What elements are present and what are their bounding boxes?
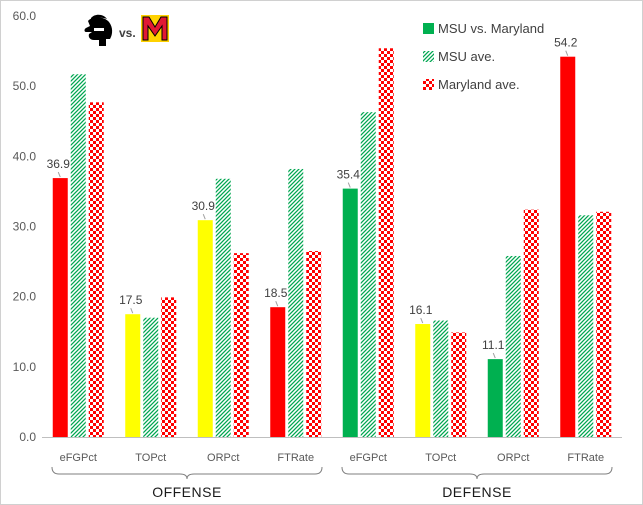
legend-label: MSU vs. Maryland	[438, 21, 544, 36]
x-tick-label: ORPct	[207, 452, 239, 464]
bar-game	[270, 307, 286, 437]
data-label: 11.1	[482, 338, 505, 352]
group-bracket	[341, 466, 613, 480]
spartan-helmet-logo	[84, 14, 113, 46]
bar-maryland-ave	[596, 211, 612, 437]
x-tick-label: eFGPct	[350, 452, 387, 464]
bars-layer	[52, 48, 612, 438]
legend: MSU vs. Maryland MSU ave. Maryland ave.	[423, 21, 544, 92]
y-tick-label: 20.0	[13, 290, 37, 304]
x-tick-label: ORPct	[497, 452, 529, 464]
x-tick-label: eFGPct	[60, 452, 97, 464]
bar-game	[197, 220, 213, 437]
vs-text: vs.	[119, 26, 136, 40]
bar-msu-ave	[215, 178, 231, 437]
data-label-leader	[130, 308, 134, 314]
data-label: 54.2	[554, 36, 578, 50]
legend-swatch	[423, 79, 434, 90]
legend-label: MSU ave.	[438, 49, 495, 64]
data-label: 36.9	[47, 157, 71, 171]
bar-maryland-ave	[161, 297, 177, 437]
y-tick-label: 50.0	[13, 79, 37, 93]
category-groups: OFFENSE DEFENSE	[51, 466, 613, 500]
data-label-leader	[347, 182, 351, 188]
y-tick-label: 60.0	[13, 9, 37, 23]
x-tick-label: FTRate	[567, 452, 604, 464]
x-tick-label: FTRate	[277, 452, 314, 464]
data-label-leader	[565, 50, 569, 56]
y-tick-label: 10.0	[13, 360, 37, 374]
bar-game	[487, 359, 503, 437]
team-logos: vs.	[84, 14, 169, 46]
y-tick-label: 40.0	[13, 149, 37, 163]
data-label-leader	[202, 213, 206, 220]
data-label-leader	[420, 317, 424, 324]
maryland-m-logo	[141, 15, 169, 42]
y-tick-label: 0.0	[19, 430, 36, 444]
x-tick-label: TOPct	[135, 452, 166, 464]
x-axis: eFGPct TOPct ORPct FTRate eFGPct TOPct ORPct FT…	[42, 437, 622, 464]
bar-maryland-ave	[233, 253, 249, 437]
data-label: 16.1	[409, 303, 433, 317]
bar-msu-ave	[578, 215, 594, 437]
x-tick-label: TOPct	[425, 452, 456, 464]
bar-msu-ave	[505, 255, 521, 437]
bar-msu-ave	[143, 317, 159, 437]
legend-label: Maryland ave.	[438, 77, 520, 92]
data-label: 30.9	[192, 199, 216, 213]
legend-swatch	[423, 23, 434, 34]
bar-maryland-ave	[378, 48, 394, 437]
bar-msu-ave	[360, 112, 376, 438]
data-label: 35.4	[337, 168, 361, 182]
bar-game	[125, 314, 141, 437]
data-label-leader	[275, 301, 279, 307]
y-tick-label: 30.0	[13, 220, 37, 234]
bar-game	[415, 324, 431, 437]
bar-maryland-ave	[306, 251, 322, 437]
bar-game	[52, 178, 68, 437]
data-label-leader	[57, 171, 61, 178]
data-label: 17.5	[119, 293, 143, 307]
group-label-defense: DEFENSE	[442, 484, 512, 500]
bar-game	[560, 56, 576, 438]
data-label: 18.5	[264, 286, 288, 300]
bar-msu-ave	[70, 74, 86, 437]
data-labels-layer: 36.9 17.5 30.9 18.5 35.4 16.1 11.1 54.2	[47, 36, 578, 359]
bar-game	[342, 188, 358, 437]
legend-swatch	[423, 51, 434, 62]
group-label-offense: OFFENSE	[152, 484, 222, 500]
bar-msu-ave	[433, 320, 449, 437]
bar-maryland-ave	[88, 102, 104, 438]
group-bracket	[51, 466, 323, 480]
bar-maryland-ave	[451, 332, 467, 437]
y-axis: 0.0 10.0 20.0 30.0 40.0 50.0 60.0	[13, 9, 37, 444]
data-label-leader	[492, 352, 496, 359]
bar-msu-ave	[288, 168, 304, 438]
bar-maryland-ave	[523, 209, 539, 437]
